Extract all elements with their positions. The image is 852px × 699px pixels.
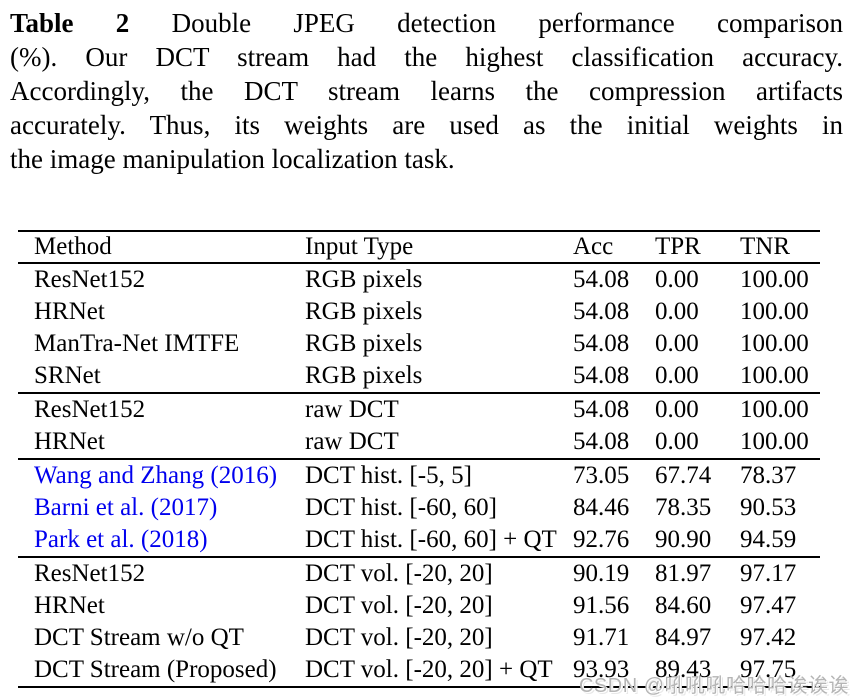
- tpr-cell: 89.43: [655, 656, 712, 683]
- method-cell: SRNet: [34, 362, 101, 389]
- tpr-cell: 78.35: [655, 494, 712, 521]
- acc-cell: 54.08: [573, 428, 630, 455]
- column-header-tpr: TPR: [655, 231, 740, 264]
- input-type-cell: RGB pixels: [305, 266, 423, 293]
- tnr-cell: 97.75: [740, 656, 797, 683]
- input-type-cell: raw DCT: [305, 392, 573, 426]
- method-cell: HRNet: [34, 298, 105, 325]
- input-type-cell: DCT vol. [-20, 20] + QT: [305, 656, 553, 683]
- method-cell: ResNet152: [18, 392, 305, 426]
- tpr-cell: 84.60: [655, 592, 712, 619]
- acc-cell: 54.08: [573, 392, 655, 426]
- caption-line: accurately. Thus, its weights are used a…: [10, 110, 843, 140]
- acc-cell: 93.93: [573, 656, 630, 683]
- input-type-cell: RGB pixels: [305, 362, 423, 389]
- method-cell: DCT Stream (Proposed): [34, 656, 277, 683]
- table-row: DCT Stream (Proposed) DCT vol. [-20, 20] …: [18, 654, 820, 687]
- column-header-tnr: TNR: [740, 231, 820, 264]
- acc-cell: 92.76: [573, 526, 630, 553]
- caption-label: Table 2: [10, 8, 130, 38]
- tpr-cell: 81.97: [655, 556, 740, 590]
- caption-line: Accordingly, the DCT stream learns the c…: [10, 76, 843, 106]
- tnr-cell: 97.42: [740, 624, 797, 651]
- input-type-cell: raw DCT: [305, 428, 399, 455]
- results-table-body: ResNet152 RGB pixels 54.08 0.00 100.00 HRNet R…: [18, 263, 820, 687]
- acc-cell: 91.71: [573, 624, 630, 651]
- caption-line: (%). Our DCT stream had the highest clas…: [10, 42, 843, 72]
- tnr-cell: 100.00: [740, 266, 809, 293]
- method-cell: HRNet: [34, 592, 105, 619]
- tpr-cell: 0.00: [655, 298, 699, 325]
- caption-line: Table 2 Double JPEG detection performanc…: [10, 6, 843, 40]
- tpr-cell: 0.00: [655, 428, 699, 455]
- citation-link[interactable]: Wang and Zhang (2016): [18, 458, 305, 492]
- acc-cell: 84.46: [573, 494, 630, 521]
- column-header-acc: Acc: [573, 231, 655, 264]
- tpr-cell: 0.00: [655, 266, 699, 293]
- input-type-cell: DCT vol. [-20, 20]: [305, 556, 573, 590]
- tnr-cell: 100.00: [740, 330, 809, 357]
- tnr-cell: 100.00: [740, 428, 809, 455]
- tpr-cell: 0.00: [655, 392, 740, 426]
- input-type-cell: DCT hist. [-5, 5]: [305, 458, 573, 492]
- table-row: ResNet152 RGB pixels 54.08 0.00 100.00: [18, 263, 820, 296]
- caption-line: the image manipulation localization task…: [10, 144, 455, 174]
- tnr-cell: 94.59: [740, 526, 797, 553]
- table-row: Wang and Zhang (2016) DCT hist. [-5, 5] 73…: [18, 458, 820, 492]
- table-row: ManTra-Net IMTFE RGB pixels 54.08 0.00 100.0…: [18, 328, 820, 360]
- watermark: CSDN @吼吼吼哈哈哈诶诶诶: [578, 675, 849, 697]
- tpr-cell: 84.97: [655, 624, 712, 651]
- acc-cell: 91.56: [573, 592, 630, 619]
- citation-link[interactable]: Park et al. (2018): [34, 526, 208, 553]
- tnr-cell: 90.53: [740, 494, 797, 521]
- input-type-cell: DCT hist. [-60, 60]: [305, 494, 497, 521]
- citation-link[interactable]: Barni et al. (2017): [34, 494, 218, 521]
- tnr-cell: 78.37: [740, 458, 820, 492]
- method-cell: ManTra-Net IMTFE: [34, 330, 240, 357]
- acc-cell: 54.08: [573, 266, 630, 293]
- column-header-method: Method: [18, 231, 305, 264]
- method-cell: ResNet152: [18, 556, 305, 590]
- tnr-cell: 100.00: [740, 298, 809, 325]
- table-row: Barni et al. (2017) DCT hist. [-60, 60] 84…: [18, 492, 820, 524]
- header-row: Method Input Type Acc TPR TNR: [18, 231, 820, 264]
- table-row: ResNet152 DCT vol. [-20, 20] 90.19 81.97 97.…: [18, 556, 820, 590]
- input-type-cell: RGB pixels: [305, 330, 423, 357]
- method-cell: HRNet: [34, 428, 105, 455]
- caption-text: Double JPEG detection performance compar…: [171, 8, 844, 38]
- tnr-cell: 100.00: [740, 392, 820, 426]
- input-type-cell: DCT hist. [-60, 60] + QT: [305, 526, 557, 553]
- results-table: Method Input Type Acc TPR TNR ResNet152 R…: [18, 230, 820, 688]
- table-row: HRNet DCT vol. [-20, 20] 91.56 84.60 97.47: [18, 590, 820, 622]
- column-header-input-type: Input Type: [305, 231, 573, 264]
- acc-cell: 90.19: [573, 556, 655, 590]
- table-row: HRNet RGB pixels 54.08 0.00 100.00: [18, 296, 820, 328]
- tpr-cell: 67.74: [655, 458, 740, 492]
- tnr-cell: 100.00: [740, 362, 809, 389]
- table-row: ResNet152 raw DCT 54.08 0.00 100.00: [18, 392, 820, 426]
- tpr-cell: 90.90: [655, 526, 712, 553]
- table-caption: Table 2 Double JPEG detection performanc…: [10, 6, 843, 176]
- tpr-cell: 0.00: [655, 362, 699, 389]
- acc-cell: 54.08: [573, 330, 630, 357]
- method-cell: ResNet152: [34, 266, 146, 293]
- table-row: Park et al. (2018) DCT hist. [-60, 60] + …: [18, 524, 820, 557]
- input-type-cell: DCT vol. [-20, 20]: [305, 592, 493, 619]
- acc-cell: 73.05: [573, 458, 655, 492]
- table-row: DCT Stream w/o QT DCT vol. [-20, 20] 91.71…: [18, 622, 820, 654]
- input-type-cell: RGB pixels: [305, 298, 423, 325]
- tpr-cell: 0.00: [655, 330, 699, 357]
- tnr-cell: 97.17: [740, 556, 820, 590]
- tnr-cell: 97.47: [740, 592, 797, 619]
- table-row: SRNet RGB pixels 54.08 0.00 100.00: [18, 360, 820, 393]
- method-cell: DCT Stream w/o QT: [34, 624, 244, 651]
- acc-cell: 54.08: [573, 362, 630, 389]
- table-row: HRNet raw DCT 54.08 0.00 100.00: [18, 426, 820, 459]
- acc-cell: 54.08: [573, 298, 630, 325]
- input-type-cell: DCT vol. [-20, 20]: [305, 624, 493, 651]
